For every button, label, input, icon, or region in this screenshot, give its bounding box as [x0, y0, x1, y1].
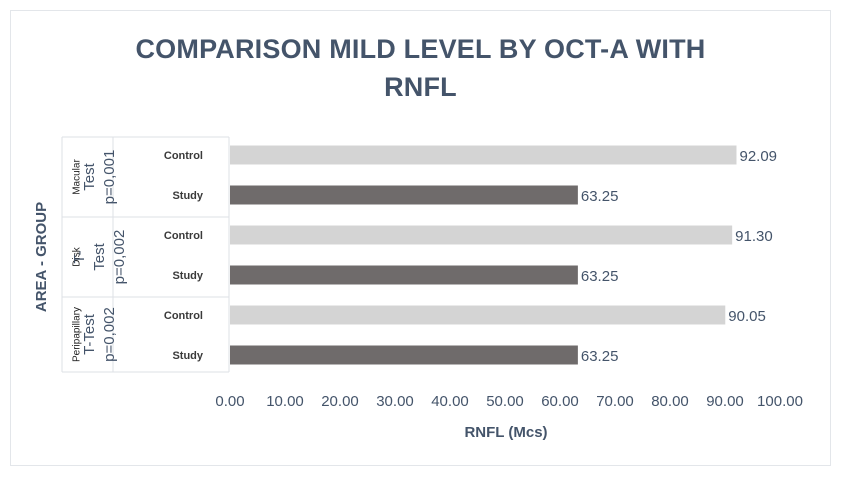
bar-value-label: 63.25 — [581, 268, 619, 285]
x-tick-label: 30.00 — [376, 393, 414, 410]
x-tick-label: 90.00 — [706, 393, 744, 410]
group-test-label: T- — [71, 250, 88, 263]
group-test-label: Test — [91, 242, 108, 270]
x-axis-title: RNFL (Mcs) — [464, 424, 547, 441]
bar-value-label: 92.09 — [739, 148, 777, 165]
x-tick-label: 0.00 — [215, 393, 244, 410]
x-tick-label: 100.00 — [757, 393, 803, 410]
y-axis-title: AREA - GROUP — [33, 202, 50, 312]
group-area-label: Peripapillary — [72, 307, 83, 362]
chart-title: COMPARISON MILD LEVEL BY OCT-A WITH RNFL — [10, 30, 831, 106]
x-tick-label: 40.00 — [431, 393, 469, 410]
bar-category-label: Study — [172, 190, 203, 202]
bar-value-label: 63.25 — [581, 188, 619, 205]
group-test-label: p=0,002 — [111, 230, 128, 285]
bar-control — [230, 225, 733, 245]
group-area-label: Disk — [72, 246, 83, 266]
bar-control — [230, 305, 726, 325]
group-test-label: Test — [81, 162, 98, 190]
x-tick-label: 50.00 — [486, 393, 524, 410]
bar-control — [230, 145, 737, 165]
chart-title-line-1: COMPARISON MILD LEVEL BY OCT-A WITH — [135, 34, 706, 64]
bar-value-label: 63.25 — [581, 348, 619, 365]
bar-category-label: Study — [172, 350, 203, 362]
bar-study — [230, 345, 578, 365]
x-tick-label: 60.00 — [541, 393, 579, 410]
bar-category-label: Study — [172, 270, 203, 282]
bar-value-label: 91.30 — [735, 228, 773, 245]
group-area-label: Macular — [72, 159, 83, 195]
x-tick-label: 20.00 — [321, 393, 359, 410]
bar-category-label: Control — [164, 150, 203, 162]
x-tick-label: 70.00 — [596, 393, 634, 410]
bar-category-label: Control — [164, 310, 203, 322]
x-tick-label: 10.00 — [266, 393, 304, 410]
bar-study — [230, 185, 578, 205]
bar-value-label: 90.05 — [728, 308, 766, 325]
chart-title-line-2: RNFL — [384, 72, 457, 102]
bar-study — [230, 265, 578, 285]
group-test-label: p=0,001 — [101, 150, 118, 205]
group-test-label: T-Test — [81, 313, 98, 355]
group-test-label: p=0,002 — [101, 307, 118, 362]
bar-category-label: Control — [164, 230, 203, 242]
x-tick-label: 80.00 — [651, 393, 689, 410]
